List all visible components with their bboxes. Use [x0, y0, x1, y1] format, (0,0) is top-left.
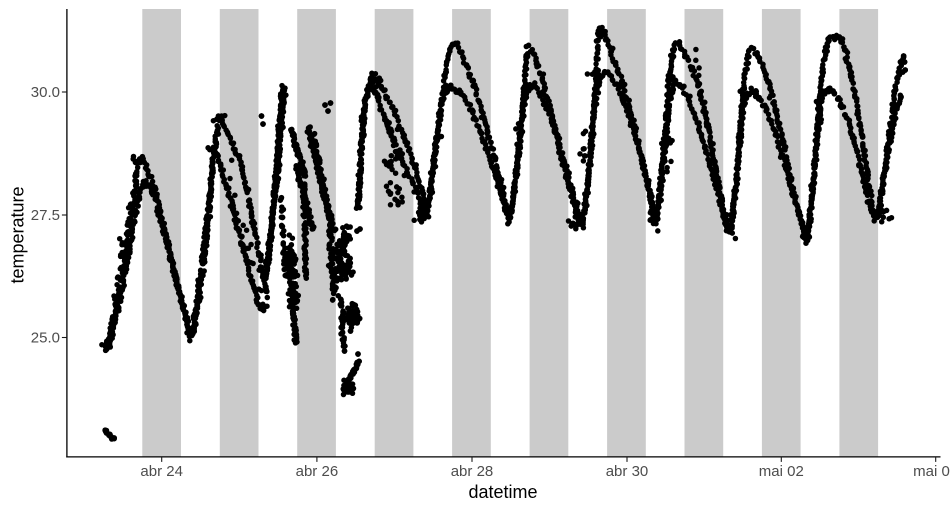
svg-text:abr 30: abr 30	[606, 463, 649, 480]
svg-text:datetime: datetime	[468, 482, 537, 502]
svg-text:27.5: 27.5	[31, 207, 60, 224]
svg-text:mai 02: mai 02	[759, 463, 804, 480]
svg-text:abr 28: abr 28	[451, 463, 494, 480]
svg-text:mai 04: mai 04	[913, 463, 950, 480]
svg-text:25.0: 25.0	[31, 330, 60, 347]
svg-text:abr 24: abr 24	[140, 463, 183, 480]
svg-text:abr 26: abr 26	[296, 463, 339, 480]
svg-text:temperature: temperature	[8, 186, 28, 283]
svg-text:30.0: 30.0	[31, 84, 60, 101]
